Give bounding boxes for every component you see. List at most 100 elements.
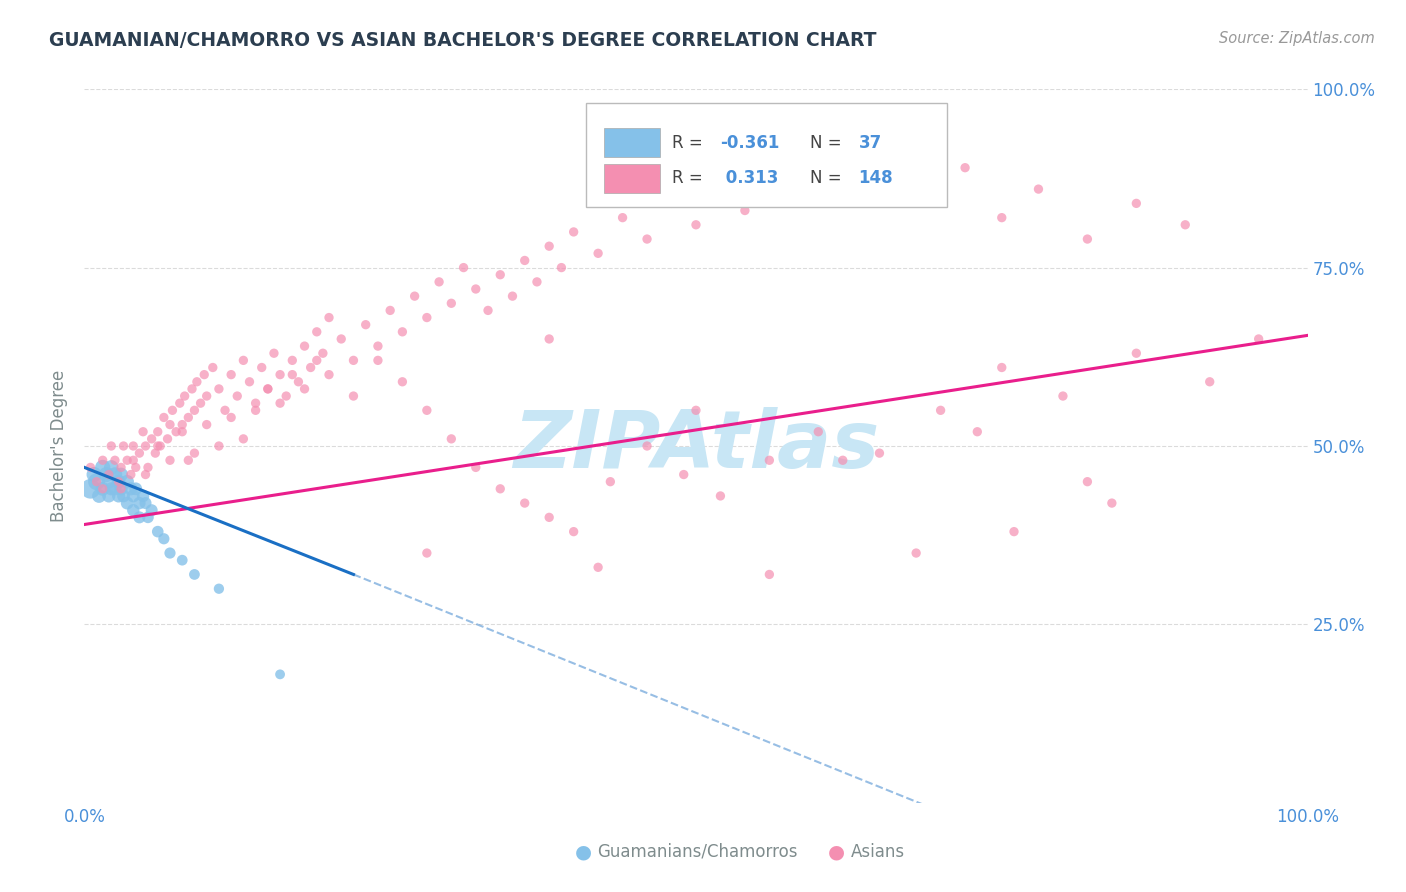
Point (263, 346, 285, 360)
Point (120, 482, 142, 496)
Point (440, 432, 463, 446)
Point (104, 467, 127, 482)
Point (136, 510, 159, 524)
Point (538, 510, 561, 524)
Point (195, 417, 218, 432)
Point (172, 425, 194, 439)
Point (149, 439, 172, 453)
Point (562, 524, 585, 539)
Point (758, 567, 780, 582)
Point (122, 503, 145, 517)
Point (1052, 389, 1074, 403)
Point (183, 446, 205, 460)
Point (172, 417, 194, 432)
Point (276, 389, 298, 403)
Point (183, 567, 205, 582)
Point (1125, 346, 1147, 360)
Y-axis label: Bachelor's Degree: Bachelor's Degree (51, 370, 69, 522)
Point (404, 289, 426, 303)
Point (110, 482, 132, 496)
Point (354, 318, 377, 332)
Point (173, 389, 195, 403)
FancyBboxPatch shape (586, 103, 946, 207)
Point (219, 410, 242, 425)
Point (257, 382, 280, 396)
Point (783, 189, 806, 203)
FancyBboxPatch shape (605, 164, 661, 193)
Point (208, 582, 231, 596)
Point (464, 282, 486, 296)
Point (104, 482, 127, 496)
Point (416, 546, 439, 560)
Point (136, 460, 159, 475)
Point (122, 453, 145, 467)
Text: Guamanians/Chamorros: Guamanians/Chamorros (598, 843, 799, 861)
Point (83, 467, 105, 482)
Point (1028, 182, 1050, 196)
Point (612, 211, 634, 225)
Point (107, 475, 129, 489)
Point (132, 489, 155, 503)
Point (269, 368, 291, 382)
Point (330, 332, 353, 346)
Point (226, 389, 249, 403)
Point (905, 139, 928, 153)
Point (685, 218, 707, 232)
Point (502, 289, 524, 303)
Point (991, 211, 1014, 225)
Point (464, 460, 486, 475)
Point (367, 339, 389, 353)
Point (312, 346, 335, 360)
Point (122, 489, 145, 503)
Text: -0.361: -0.361 (720, 134, 780, 152)
Point (709, 489, 731, 503)
Point (159, 546, 181, 560)
Point (869, 446, 891, 460)
Point (146, 524, 169, 539)
Point (162, 403, 184, 417)
Point (427, 275, 450, 289)
Point (125, 482, 148, 496)
Text: ZIPAtlas: ZIPAtlas (513, 407, 879, 485)
Point (115, 453, 138, 467)
Point (342, 353, 364, 368)
Point (96, 467, 118, 482)
Point (526, 275, 548, 289)
Point (709, 182, 731, 196)
Text: 0.313: 0.313 (720, 169, 779, 187)
Point (1076, 232, 1098, 246)
Point (586, 560, 609, 574)
Point (287, 375, 309, 389)
Point (135, 467, 157, 482)
Point (440, 296, 463, 310)
Point (208, 439, 231, 453)
Text: 148: 148 (859, 169, 893, 187)
Point (219, 368, 242, 382)
Point (269, 667, 291, 681)
Point (141, 503, 163, 517)
Point (97, 467, 120, 482)
Point (305, 353, 328, 368)
Point (550, 260, 572, 275)
Point (318, 368, 340, 382)
Point (391, 325, 413, 339)
Point (807, 425, 830, 439)
Point (156, 432, 179, 446)
Text: R =: R = (672, 134, 707, 152)
Point (232, 353, 254, 368)
Point (807, 153, 830, 168)
Text: GUAMANIAN/CHAMORRO VS ASIAN BACHELOR'S DEGREE CORRELATION CHART: GUAMANIAN/CHAMORRO VS ASIAN BACHELOR'S D… (49, 31, 877, 50)
Point (305, 325, 328, 339)
Point (661, 196, 683, 211)
Point (100, 439, 122, 453)
Point (562, 225, 585, 239)
Text: N =: N = (810, 134, 846, 152)
Point (125, 460, 148, 475)
Point (97, 475, 120, 489)
Point (281, 353, 304, 368)
Text: R =: R = (672, 169, 707, 187)
Point (342, 389, 364, 403)
Point (79, 482, 101, 496)
Point (79, 460, 101, 475)
Text: Source: ZipAtlas.com: Source: ZipAtlas.com (1219, 31, 1375, 46)
